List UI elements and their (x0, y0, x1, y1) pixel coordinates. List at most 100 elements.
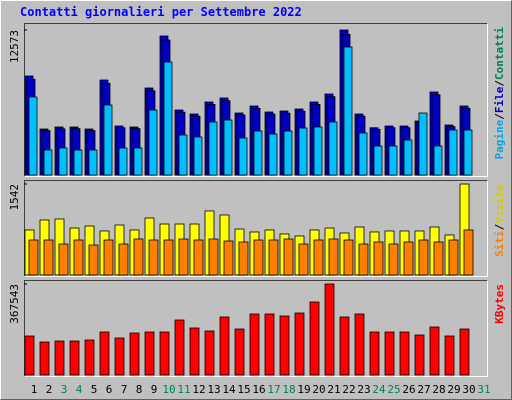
bar (264, 313, 275, 376)
x-tick-label: 5 (91, 383, 98, 396)
x-tick-label: 15 (237, 383, 250, 396)
bar (24, 335, 35, 376)
bar (358, 243, 369, 276)
bar (118, 147, 128, 176)
bar (219, 316, 230, 376)
bar (193, 136, 203, 176)
bar (204, 330, 215, 376)
legend-separator: / (493, 113, 506, 120)
bar (189, 327, 200, 376)
bar (88, 149, 98, 176)
legend-entry: Pagine (493, 119, 506, 159)
bar (148, 109, 158, 176)
x-tick-label: 26 (402, 383, 415, 396)
legend-entry: KBytes (493, 284, 506, 324)
bar (163, 61, 173, 176)
bar (313, 239, 324, 276)
legend: Siti/Visite (493, 184, 506, 257)
bar (403, 241, 414, 276)
x-tick-label: 19 (297, 383, 310, 396)
bar (133, 238, 144, 276)
bar (418, 239, 429, 276)
bar (118, 243, 129, 276)
legend: KBytes (493, 284, 506, 324)
bar (433, 241, 444, 276)
legend-entry: Contatti (493, 27, 506, 80)
bar (418, 112, 428, 176)
bar (148, 239, 159, 276)
bar (58, 243, 69, 276)
bar (84, 339, 95, 376)
bar (433, 145, 443, 176)
bar (354, 313, 365, 376)
bar (328, 238, 339, 276)
bar (463, 129, 473, 176)
bar (223, 119, 233, 176)
bar (388, 243, 399, 276)
bar (343, 239, 354, 276)
x-tick-label: 2 (46, 383, 53, 396)
x-tick-label: 11 (177, 383, 190, 396)
x-tick-label: 7 (121, 383, 128, 396)
bar (178, 134, 188, 176)
x-tick-label: 6 (106, 383, 113, 396)
bar (69, 340, 80, 376)
x-tick-label: 22 (342, 383, 355, 396)
panel-edge-dark (24, 180, 488, 277)
x-tick-label: 4 (76, 383, 83, 396)
bar (448, 239, 459, 276)
x-tick-label: 8 (136, 383, 143, 396)
bar (414, 334, 425, 376)
legend-entry: Visite (493, 184, 506, 224)
x-tick-label: 1 (31, 383, 38, 396)
bar (448, 129, 458, 176)
legend: Pagine/File/Contatti (493, 27, 506, 160)
bar (283, 238, 294, 276)
bar (54, 340, 65, 376)
bar (403, 139, 413, 176)
bar (324, 283, 335, 376)
bar (129, 332, 140, 376)
legend-entry: Siti (493, 230, 506, 257)
x-tick-label: 10 (162, 383, 175, 396)
x-tick-label: 9 (151, 383, 158, 396)
bar (298, 127, 308, 176)
y-tick-label: 1542 (8, 184, 21, 211)
x-tick-label: 24 (372, 383, 386, 396)
bar (358, 132, 368, 176)
panel-edge-light (24, 280, 488, 377)
bar (253, 130, 263, 176)
bar (43, 239, 54, 276)
bar (234, 328, 245, 376)
bar (238, 137, 248, 176)
bar (253, 239, 264, 276)
panel-edge-dark (24, 23, 488, 177)
bar (298, 243, 309, 276)
bar (429, 326, 440, 376)
x-tick-label: 29 (447, 383, 460, 396)
bar (373, 241, 384, 276)
y-tick-label: 367543 (8, 284, 21, 324)
bar (223, 240, 234, 276)
x-tick-label: 12 (192, 383, 205, 396)
bar (309, 301, 320, 376)
bar (28, 96, 38, 176)
y-tick-label: 12573 (8, 30, 21, 63)
x-tick-label: 20 (312, 383, 325, 396)
bar (43, 149, 53, 176)
bar (114, 337, 125, 376)
bar (144, 331, 155, 376)
bar (174, 319, 185, 376)
bar (459, 328, 470, 376)
bar (58, 147, 68, 176)
bar (343, 46, 353, 176)
bar (399, 331, 410, 376)
x-tick-label: 25 (387, 383, 400, 396)
x-tick-label: 3 (61, 383, 68, 396)
x-tick-label: 14 (222, 383, 236, 396)
bar (208, 121, 218, 176)
panel-edge-light (24, 23, 488, 177)
x-tick-label: 21 (327, 383, 340, 396)
bar (384, 331, 395, 376)
